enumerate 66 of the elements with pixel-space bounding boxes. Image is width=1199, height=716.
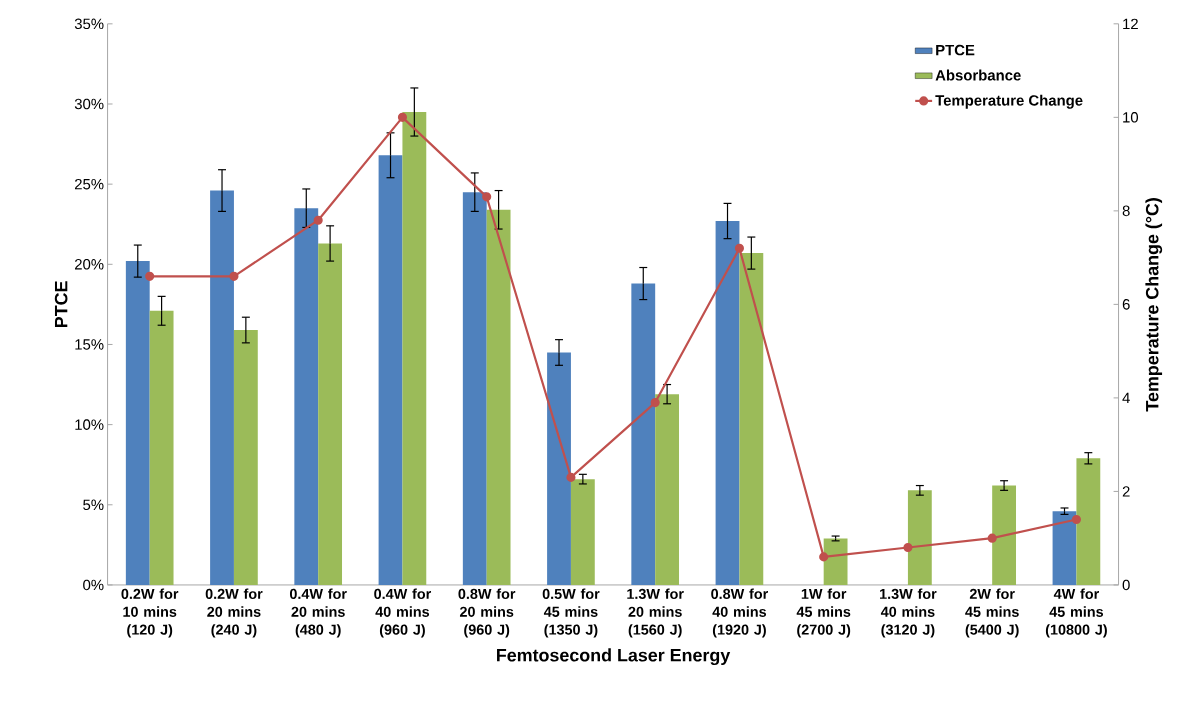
y-axis-title: PTCE [54, 281, 68, 328]
x-tick-label: 0.2W for 20 mins (240 J) [205, 588, 263, 638]
x-tick-label: 1.3W for 40 mins (3120 J) [880, 588, 937, 638]
x-axis-title: Femtosecond Laser Energy [497, 648, 731, 666]
bar [233, 330, 258, 585]
x-tick-label: 0.8W for 20 mins (960 J) [458, 588, 516, 638]
bar [378, 155, 403, 585]
y-tick-label: 35% [74, 18, 104, 30]
y-tick-label: 0% [83, 579, 104, 591]
x-tick-label: 0.5W for 45 mins (1350 J) [542, 588, 600, 638]
bar [823, 538, 848, 585]
bar [318, 243, 343, 585]
y-tick-label: 20% [75, 259, 104, 270]
point [650, 398, 660, 408]
point [482, 192, 492, 202]
bar [570, 479, 595, 585]
point [987, 533, 997, 543]
point [397, 112, 408, 122]
y-tick-label: 5% [83, 499, 104, 510]
point [903, 542, 913, 553]
y2-tick-label: 10 [1123, 112, 1139, 123]
bar [631, 283, 656, 585]
y2-tick-label: 6 [1122, 299, 1130, 310]
point [566, 472, 576, 482]
y-tick-label: 15% [75, 339, 104, 350]
y2-tick-label: 0 [1122, 579, 1130, 591]
x-tick-label: 0.2W for 10 mins (120 J) [121, 588, 179, 638]
x-tick-label: 0.4W for 40 mins (960 J) [374, 588, 432, 638]
y2-tick-label: 8 [1122, 205, 1130, 217]
bar [992, 485, 1017, 585]
y2-tick-label: 12 [1123, 18, 1138, 30]
y-tick-label: 30% [74, 98, 104, 110]
bar [655, 394, 680, 585]
x-tick-label: 0.8W for 40 mins (1920 J) [711, 588, 769, 638]
bar [739, 253, 764, 585]
point [819, 552, 829, 562]
bar [486, 209, 511, 585]
bar [1076, 458, 1101, 585]
legend-label: PTCE [936, 44, 975, 56]
point [145, 271, 155, 281]
bar [210, 190, 234, 585]
bar [402, 111, 427, 585]
bar [294, 208, 319, 585]
bar [547, 352, 571, 585]
y-tick-label: 25% [75, 178, 104, 190]
bar [149, 310, 174, 585]
point [313, 215, 323, 225]
y2-tick-label: 4 [1122, 392, 1130, 404]
point [229, 271, 239, 281]
x-tick-label: 1.3W for 20 mins (1560 J) [627, 588, 684, 638]
bar [715, 221, 740, 585]
x-tick-label: 2W for 45 mins (5400 J) [965, 588, 1019, 638]
point [734, 243, 744, 253]
x-tick-label: 1W for 45 mins (2700 J) [796, 588, 851, 638]
x-tick-label: 0.4W for 20 mins (480 J) [289, 588, 347, 638]
bar [125, 261, 150, 585]
legend-label: Absorbance [935, 69, 1021, 81]
y2-tick-label: 2 [1122, 486, 1130, 497]
x-tick-label: 4W for 45 mins (10800 J) [1045, 588, 1107, 638]
y-tick-label: 10% [75, 419, 104, 430]
bar [907, 490, 932, 585]
y2-axis-title: Temperature Change (°C) [1145, 198, 1163, 412]
legend-label: Temperature Change [935, 94, 1083, 109]
bar [462, 192, 487, 585]
bar [1052, 511, 1077, 585]
point [1071, 514, 1081, 525]
